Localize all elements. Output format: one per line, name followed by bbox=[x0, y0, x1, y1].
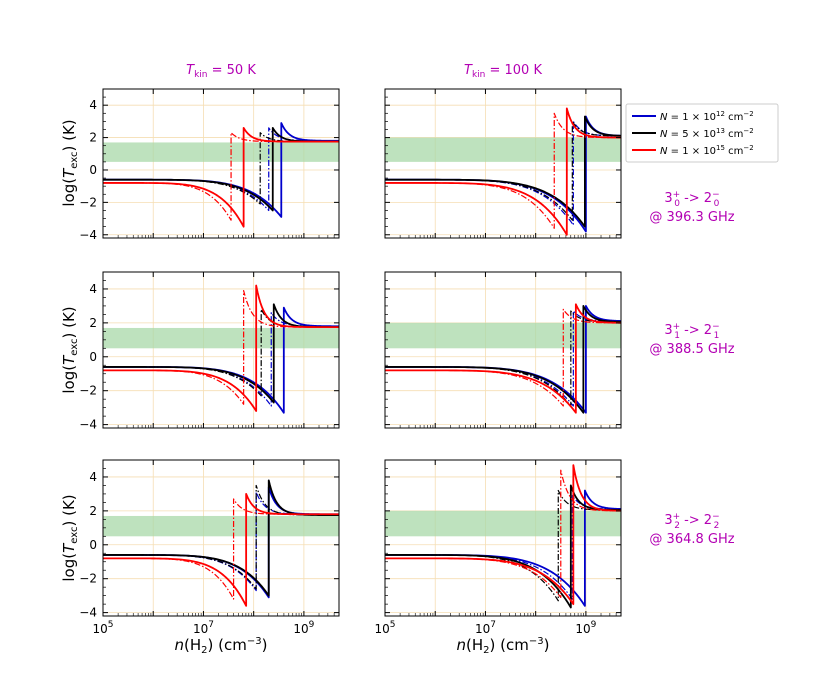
curves bbox=[385, 303, 621, 414]
shaded-band bbox=[385, 322, 621, 349]
x-tick-label: 105 bbox=[92, 620, 113, 636]
panel-r1-c1 bbox=[384, 271, 622, 429]
y-tick-label: −2 bbox=[79, 195, 97, 209]
y-tick-label: −2 bbox=[79, 572, 97, 586]
series-line-N=1e12-dashdot bbox=[103, 312, 339, 407]
axes-frame bbox=[384, 88, 622, 239]
y-tick-label: 0 bbox=[89, 350, 97, 364]
row-freq-0: @ 396.3 GHz bbox=[649, 210, 734, 225]
x-tick-label: 105 bbox=[374, 620, 395, 636]
row-label-1: 3+ 1 -> 2− 1 @ 388.5 GHz bbox=[649, 322, 734, 357]
row-label-0: 3+ 0 -> 2− 0 @ 396.3 GHz bbox=[649, 190, 734, 225]
curves bbox=[385, 464, 621, 609]
axes-frame bbox=[102, 271, 340, 429]
y-tick-label: 2 bbox=[89, 316, 97, 330]
shaded-band bbox=[385, 510, 621, 537]
shaded-band bbox=[385, 137, 621, 162]
series-line-N=1e15-dashdot bbox=[103, 132, 339, 221]
x-axis-label-left: n(H2) (cm−3) bbox=[175, 636, 268, 656]
y-tick-label: 2 bbox=[89, 131, 97, 145]
shaded-band bbox=[103, 327, 339, 349]
series-line-N=1e15-dashdot bbox=[385, 308, 621, 407]
y-axis-label-row0: log(Texc) (K) bbox=[60, 119, 80, 206]
legend-entry-1e12: N = 1 × 1012 cm−2 bbox=[660, 110, 754, 123]
shaded-band bbox=[103, 142, 339, 162]
row-transition-0: 3+ 0 -> 2− 0 bbox=[664, 190, 719, 209]
axes-frame bbox=[102, 459, 340, 617]
legend: N = 1 × 1012 cm−2 N = 5 × 1013 cm−2 N = … bbox=[625, 103, 779, 163]
legend-entry-5e13: N = 5 × 1013 cm−2 bbox=[660, 127, 754, 140]
curves bbox=[103, 122, 339, 228]
x-axis-label-right: n(H2) (cm−3) bbox=[457, 636, 550, 656]
y-tick-label: 0 bbox=[89, 538, 97, 552]
axes-frame bbox=[102, 88, 340, 239]
series-line-N=1e12-solid bbox=[385, 489, 621, 607]
x-tick-label: 109 bbox=[293, 620, 314, 636]
panel-r0-c1 bbox=[384, 88, 622, 239]
series-line-N=5e13-dashdot bbox=[103, 132, 339, 205]
legend-entry-1e15: N = 1 × 1015 cm−2 bbox=[660, 144, 754, 157]
row-label-2: 3+ 2 -> 2− 2 @ 364.8 GHz bbox=[649, 512, 734, 547]
row-freq-2: @ 364.8 GHz bbox=[649, 532, 734, 547]
legend-frame bbox=[625, 103, 779, 163]
y-tick-label: −4 bbox=[79, 418, 97, 432]
panels-layer: −4 −2 0 2 4 −4 −2 0 2 4 −4 −2 0 2 4 105 107 109 105 107 109 bbox=[79, 88, 622, 636]
series-line-N=5e13-dashdot bbox=[103, 308, 339, 397]
axes-frame bbox=[384, 459, 622, 617]
y-tick-label: 0 bbox=[89, 163, 97, 177]
series-line-N=1e15-dashdot bbox=[385, 469, 621, 598]
y-tick-label: −2 bbox=[79, 384, 97, 398]
y-tick-label: 4 bbox=[89, 282, 97, 296]
panel-r2-c0: −4 −2 0 2 4 105 107 109 bbox=[79, 459, 340, 636]
y-tick-label: 2 bbox=[89, 504, 97, 518]
axes-frame bbox=[384, 271, 622, 429]
panel-r0-c0: −4 −2 0 2 4 bbox=[79, 88, 340, 242]
row-transition-1: 3+ 1 -> 2− 1 bbox=[664, 322, 719, 341]
series-line-N=1e15-dashdot bbox=[103, 498, 339, 600]
series-line-N=1e15-dashdot bbox=[385, 112, 621, 229]
series-line-N=5e13-dashdot bbox=[385, 120, 621, 221]
curves bbox=[103, 479, 339, 607]
panel-r1-c0: −4 −2 0 2 4 bbox=[79, 271, 340, 432]
column-title-50K: Tkin = 50 K bbox=[186, 63, 256, 80]
y-tick-label: −4 bbox=[79, 228, 97, 242]
x-tick-label: 107 bbox=[475, 620, 496, 636]
shaded-band bbox=[103, 515, 339, 537]
curves bbox=[103, 284, 339, 414]
y-tick-label: 4 bbox=[89, 470, 97, 484]
series-line-N=1e15-dashdot bbox=[103, 290, 339, 405]
y-axis-label-row2: log(Texc) (K) bbox=[60, 494, 80, 581]
column-title-100K: Tkin = 100 K bbox=[464, 63, 542, 80]
x-tick-label: 109 bbox=[575, 620, 596, 636]
y-tick-label: −4 bbox=[79, 606, 97, 620]
row-transition-2: 3+ 2 -> 2− 2 bbox=[664, 512, 719, 531]
curves bbox=[385, 107, 621, 236]
panel-r2-c1: 105 107 109 bbox=[374, 459, 622, 636]
x-tick-label: 107 bbox=[193, 620, 214, 636]
row-freq-1: @ 388.5 GHz bbox=[649, 342, 734, 357]
y-tick-label: 4 bbox=[89, 98, 97, 112]
y-axis-label-row1: log(Texc) (K) bbox=[60, 306, 80, 393]
